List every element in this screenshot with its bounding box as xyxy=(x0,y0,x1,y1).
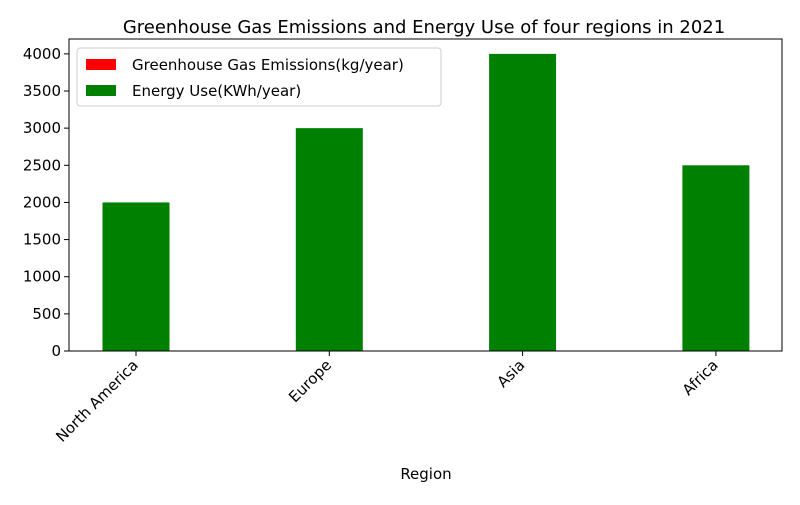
bars-group xyxy=(102,53,750,351)
x-axis-label: Region xyxy=(400,465,451,483)
legend-frame xyxy=(76,47,442,107)
legend-swatch-energy xyxy=(86,85,116,96)
y-axis-ticks: 0 500 1000 1500 2000 2500 3000 3500 4000 xyxy=(23,45,69,360)
x-tick-label-africa: Africa xyxy=(679,356,722,399)
bar-series1-north-america xyxy=(102,202,170,351)
y-tick-label-1500: 1500 xyxy=(23,231,61,249)
y-tick-label-4000: 4000 xyxy=(23,45,61,63)
x-tick-label-europe: Europe xyxy=(285,356,335,406)
y-tick-label-0: 0 xyxy=(51,342,61,360)
bar-series1-asia xyxy=(489,53,557,351)
legend: Greenhouse Gas Emissions(kg/year) Energy… xyxy=(76,47,442,107)
y-tick-label-1000: 1000 xyxy=(23,268,61,286)
x-tick-label-north-america: North America xyxy=(52,356,142,446)
y-tick-label-3000: 3000 xyxy=(23,119,61,137)
legend-label-energy: Energy Use(KWh/year) xyxy=(132,82,301,100)
plot-frame xyxy=(68,38,783,352)
y-tick-label-2000: 2000 xyxy=(23,193,61,211)
x-axis-ticks: North America Europe Asia Africa xyxy=(52,351,722,446)
bar-series1-africa xyxy=(682,165,750,351)
x-tick-label-asia: Asia xyxy=(493,356,528,391)
y-tick-label-2500: 2500 xyxy=(23,156,61,174)
legend-swatch-emissions xyxy=(86,59,116,70)
bar-series1-europe xyxy=(295,128,363,351)
legend-label-emissions: Greenhouse Gas Emissions(kg/year) xyxy=(132,56,404,74)
y-tick-label-3500: 3500 xyxy=(23,82,61,100)
chart-title: Greenhouse Gas Emissions and Energy Use … xyxy=(123,17,725,38)
y-tick-label-500: 500 xyxy=(32,305,61,323)
